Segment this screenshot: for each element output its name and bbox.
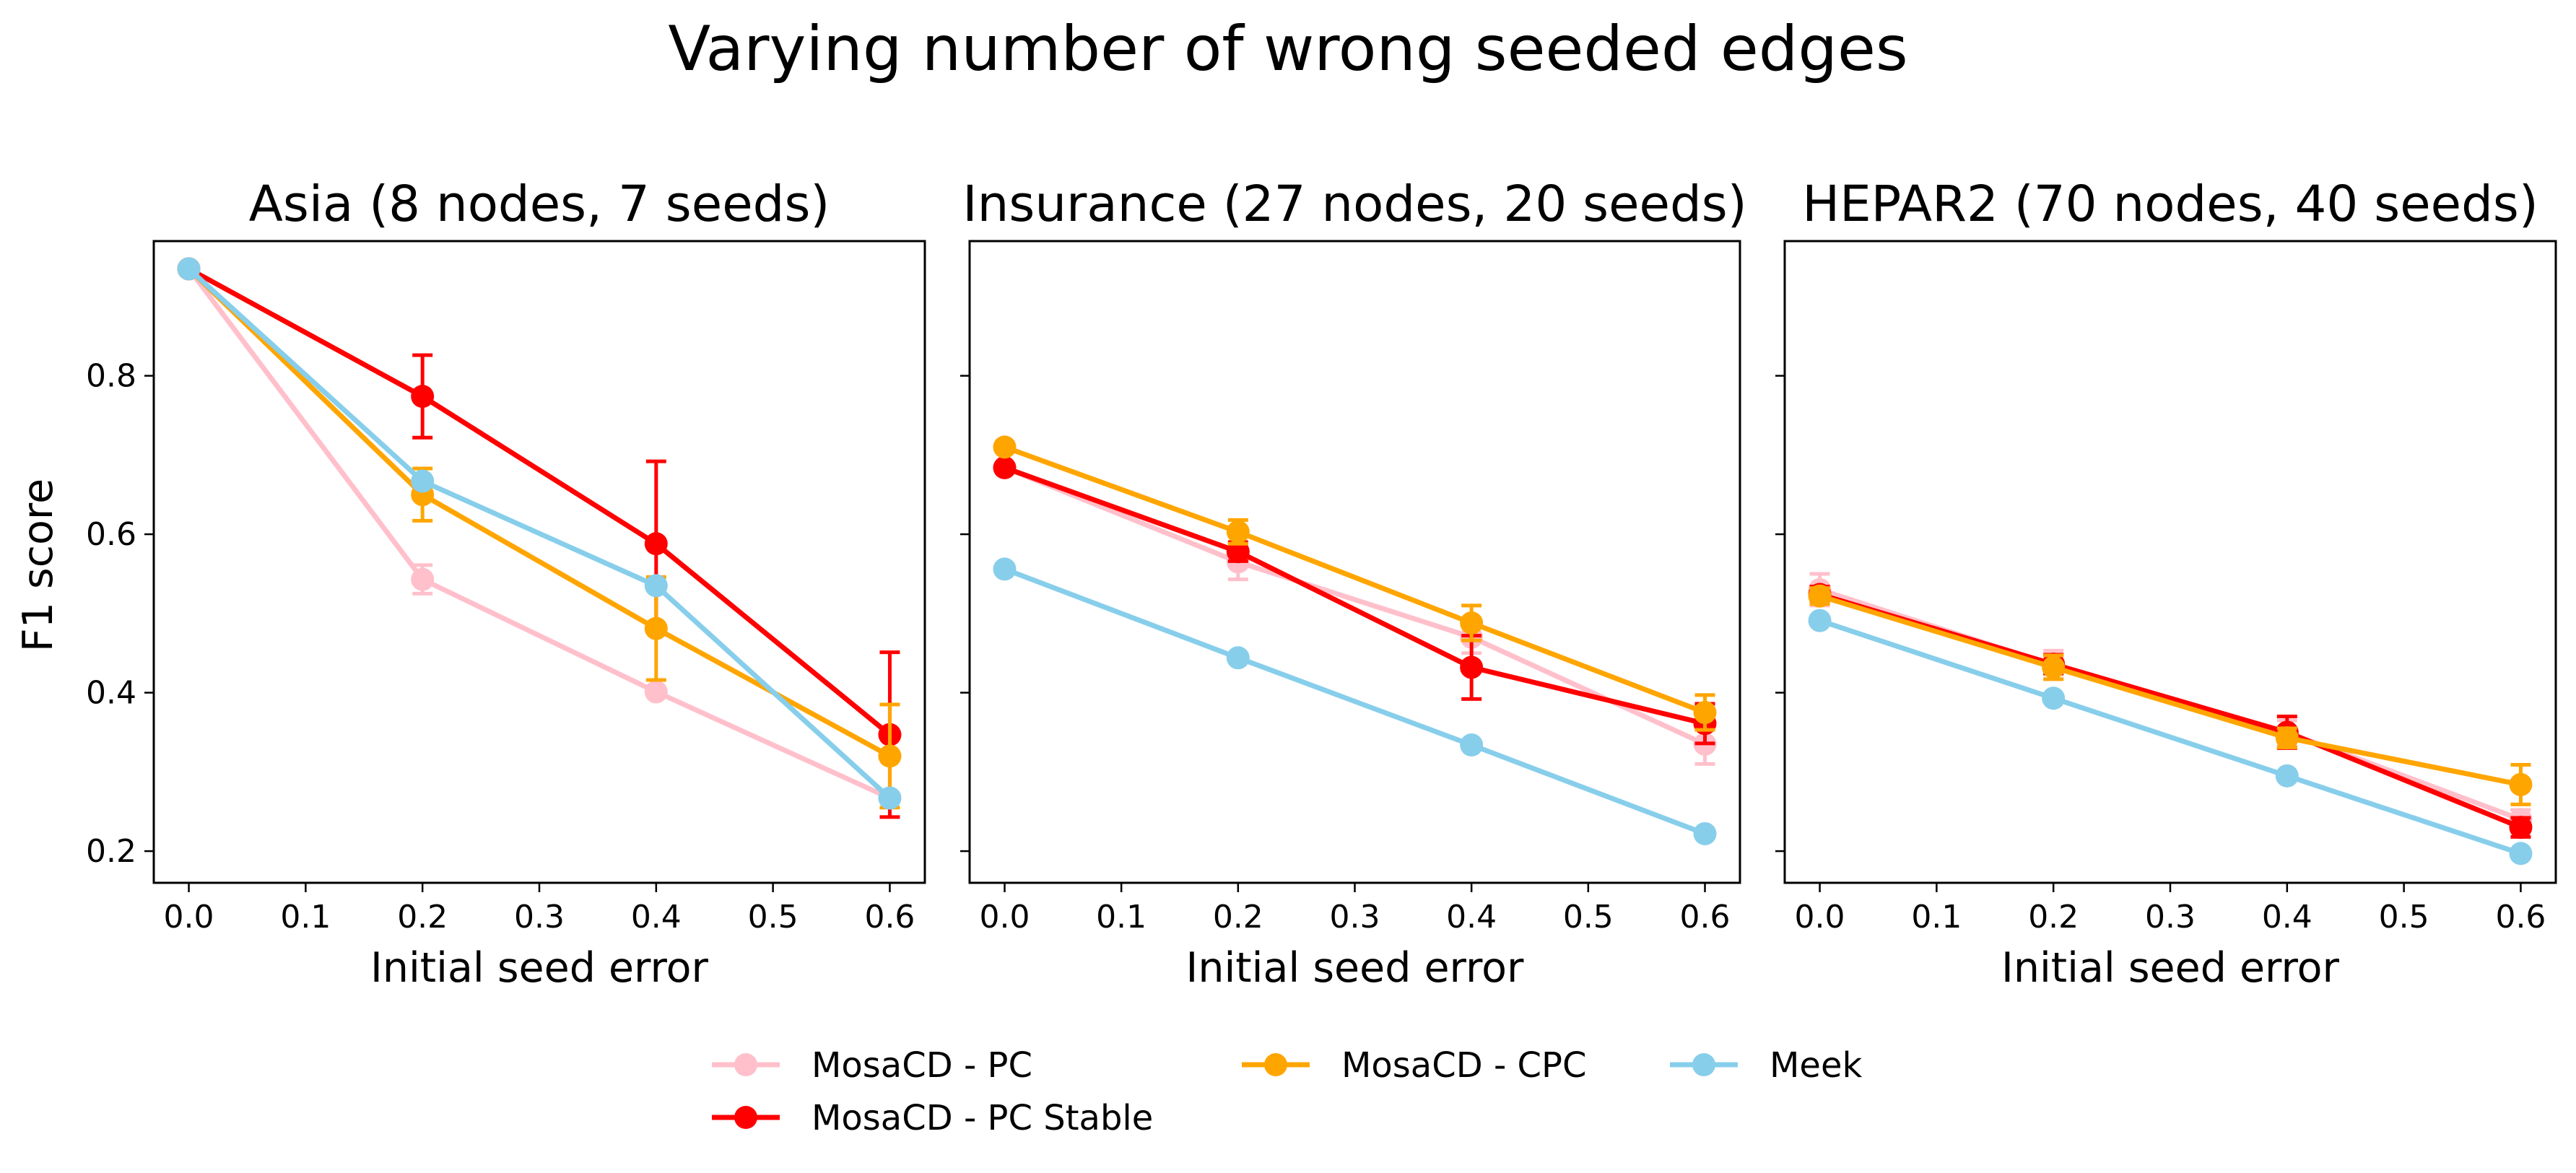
data-point xyxy=(411,567,435,591)
data-point xyxy=(993,557,1017,581)
axes-frame xyxy=(152,240,926,884)
legend-label: MosaCD - CPC xyxy=(1341,1045,1587,1086)
series-mosacd-cpc xyxy=(993,435,1717,732)
data-point xyxy=(644,532,668,556)
series-line xyxy=(186,267,891,801)
subplot-title: Insurance (27 nodes, 20 seeds) xyxy=(962,175,1746,233)
series-line xyxy=(1819,618,2522,856)
series-line xyxy=(1004,465,1706,726)
data-point xyxy=(2042,686,2066,710)
axes-frame xyxy=(968,240,1741,884)
x-tick-label: 0.4 xyxy=(1446,899,1497,936)
x-tick-label: 0.6 xyxy=(2495,899,2546,936)
x-tick-label: 0.3 xyxy=(1330,899,1380,936)
data-point xyxy=(878,786,902,810)
x-tick-label: 0.5 xyxy=(748,899,799,936)
axes-frame xyxy=(1783,240,2557,884)
data-point xyxy=(1808,584,1832,608)
data-point xyxy=(993,435,1017,459)
legend-label: MosaCD - PC xyxy=(811,1045,1032,1086)
legend-marker xyxy=(734,1106,757,1129)
data-point xyxy=(1460,655,1484,679)
x-tick-label: 0.2 xyxy=(397,899,448,936)
series-line xyxy=(1819,593,2522,788)
subplot-2: Insurance (27 nodes, 20 seeds) 0.0 0.1 0.2 0… xyxy=(960,175,1747,992)
subplot-title: HEPAR2 (70 nodes, 40 seeds) xyxy=(1802,175,2538,233)
x-tick-label: 0.0 xyxy=(1795,899,1845,936)
data-point xyxy=(177,257,201,281)
data-point xyxy=(2275,764,2299,788)
series-mosacd-cpc xyxy=(1808,584,2533,806)
data-point xyxy=(644,574,668,598)
data-point xyxy=(2509,772,2533,796)
legend: MosaCD - PC MosaCD - PC Stable MosaCD - CP… xyxy=(712,1045,1862,1138)
data-point xyxy=(993,455,1017,479)
data-point xyxy=(878,744,902,768)
y-tick-label: 0.4 xyxy=(86,675,136,712)
subplot-1: Asia (8 nodes, 7 seeds) 0.0 0.1 0.2 0.3 0.4 0.… xyxy=(86,175,926,992)
legend-marker xyxy=(734,1053,757,1076)
subplot-title: Asia (8 nodes, 7 seeds) xyxy=(249,175,830,233)
series-line xyxy=(187,266,892,737)
x-tick-label: 0.0 xyxy=(980,899,1030,936)
data-point xyxy=(1226,520,1250,544)
data-point xyxy=(1226,540,1250,564)
legend-label: Meek xyxy=(1770,1045,1862,1086)
x-axis-label: Initial seed error xyxy=(2001,944,2340,992)
x-tick-label: 0.2 xyxy=(2028,899,2079,936)
data-point xyxy=(1460,733,1484,757)
x-tick-label: 0.6 xyxy=(864,899,915,936)
series-line xyxy=(1004,567,1706,837)
x-tick-label: 0.0 xyxy=(164,899,214,936)
data-point xyxy=(1460,611,1484,635)
x-tick-label: 0.5 xyxy=(1563,899,1614,936)
series-meek xyxy=(993,557,1717,845)
subplot-3: HEPAR2 (70 nodes, 40 seeds) 0.0 0.1 0.2 0.3 0… xyxy=(1775,175,2557,992)
data-point xyxy=(1693,701,1717,725)
data-point xyxy=(644,616,668,640)
x-tick-label: 0.6 xyxy=(1680,899,1731,936)
x-tick-label: 0.3 xyxy=(2145,899,2196,936)
series-line xyxy=(187,266,892,801)
y-axis-label: F1 score xyxy=(14,479,62,652)
x-tick-label: 0.4 xyxy=(631,899,682,936)
legend-label: MosaCD - PC Stable xyxy=(811,1098,1153,1138)
y-tick-label: 0.6 xyxy=(86,516,136,553)
x-tick-label: 0.3 xyxy=(514,899,565,936)
x-tick-label: 0.1 xyxy=(1096,899,1146,936)
series-line xyxy=(1004,465,1706,747)
data-point xyxy=(2042,655,2066,679)
data-point xyxy=(644,680,668,704)
x-tick-label: 0.1 xyxy=(280,899,331,936)
data-point xyxy=(2275,726,2299,750)
x-axis-label: Initial seed error xyxy=(1186,944,1525,992)
data-point xyxy=(2509,816,2533,840)
legend-marker xyxy=(1692,1053,1715,1076)
legend-item-mosacd-pc: MosaCD - PC xyxy=(712,1045,1032,1086)
y-tick-label: 0.8 xyxy=(86,358,136,395)
legend-item-meek: Meek xyxy=(1670,1045,1862,1086)
data-point xyxy=(1693,821,1717,845)
data-point xyxy=(411,385,435,409)
x-tick-label: 0.4 xyxy=(2262,899,2312,936)
series-meek xyxy=(177,257,902,810)
x-tick-label: 0.2 xyxy=(1213,899,1263,936)
legend-item-mosacd-cpc: MosaCD - CPC xyxy=(1242,1045,1587,1086)
data-point xyxy=(411,469,435,493)
figure-title: Varying number of wrong seeded edges xyxy=(668,13,1907,85)
legend-item-mosacd-pc-stable: MosaCD - PC Stable xyxy=(712,1098,1153,1138)
legend-marker xyxy=(1264,1053,1287,1076)
series-line xyxy=(1004,445,1706,715)
x-tick-label: 0.5 xyxy=(2379,899,2429,936)
subplots: Asia (8 nodes, 7 seeds) 0.0 0.1 0.2 0.3 0.4 0.… xyxy=(86,175,2557,992)
x-tick-label: 0.1 xyxy=(1911,899,1962,936)
data-point xyxy=(2509,842,2533,865)
x-axis-label: Initial seed error xyxy=(370,944,709,992)
data-point xyxy=(1226,646,1250,670)
y-tick-label: 0.2 xyxy=(86,833,136,870)
data-point xyxy=(1808,609,1832,632)
series-meek xyxy=(1808,609,2533,865)
